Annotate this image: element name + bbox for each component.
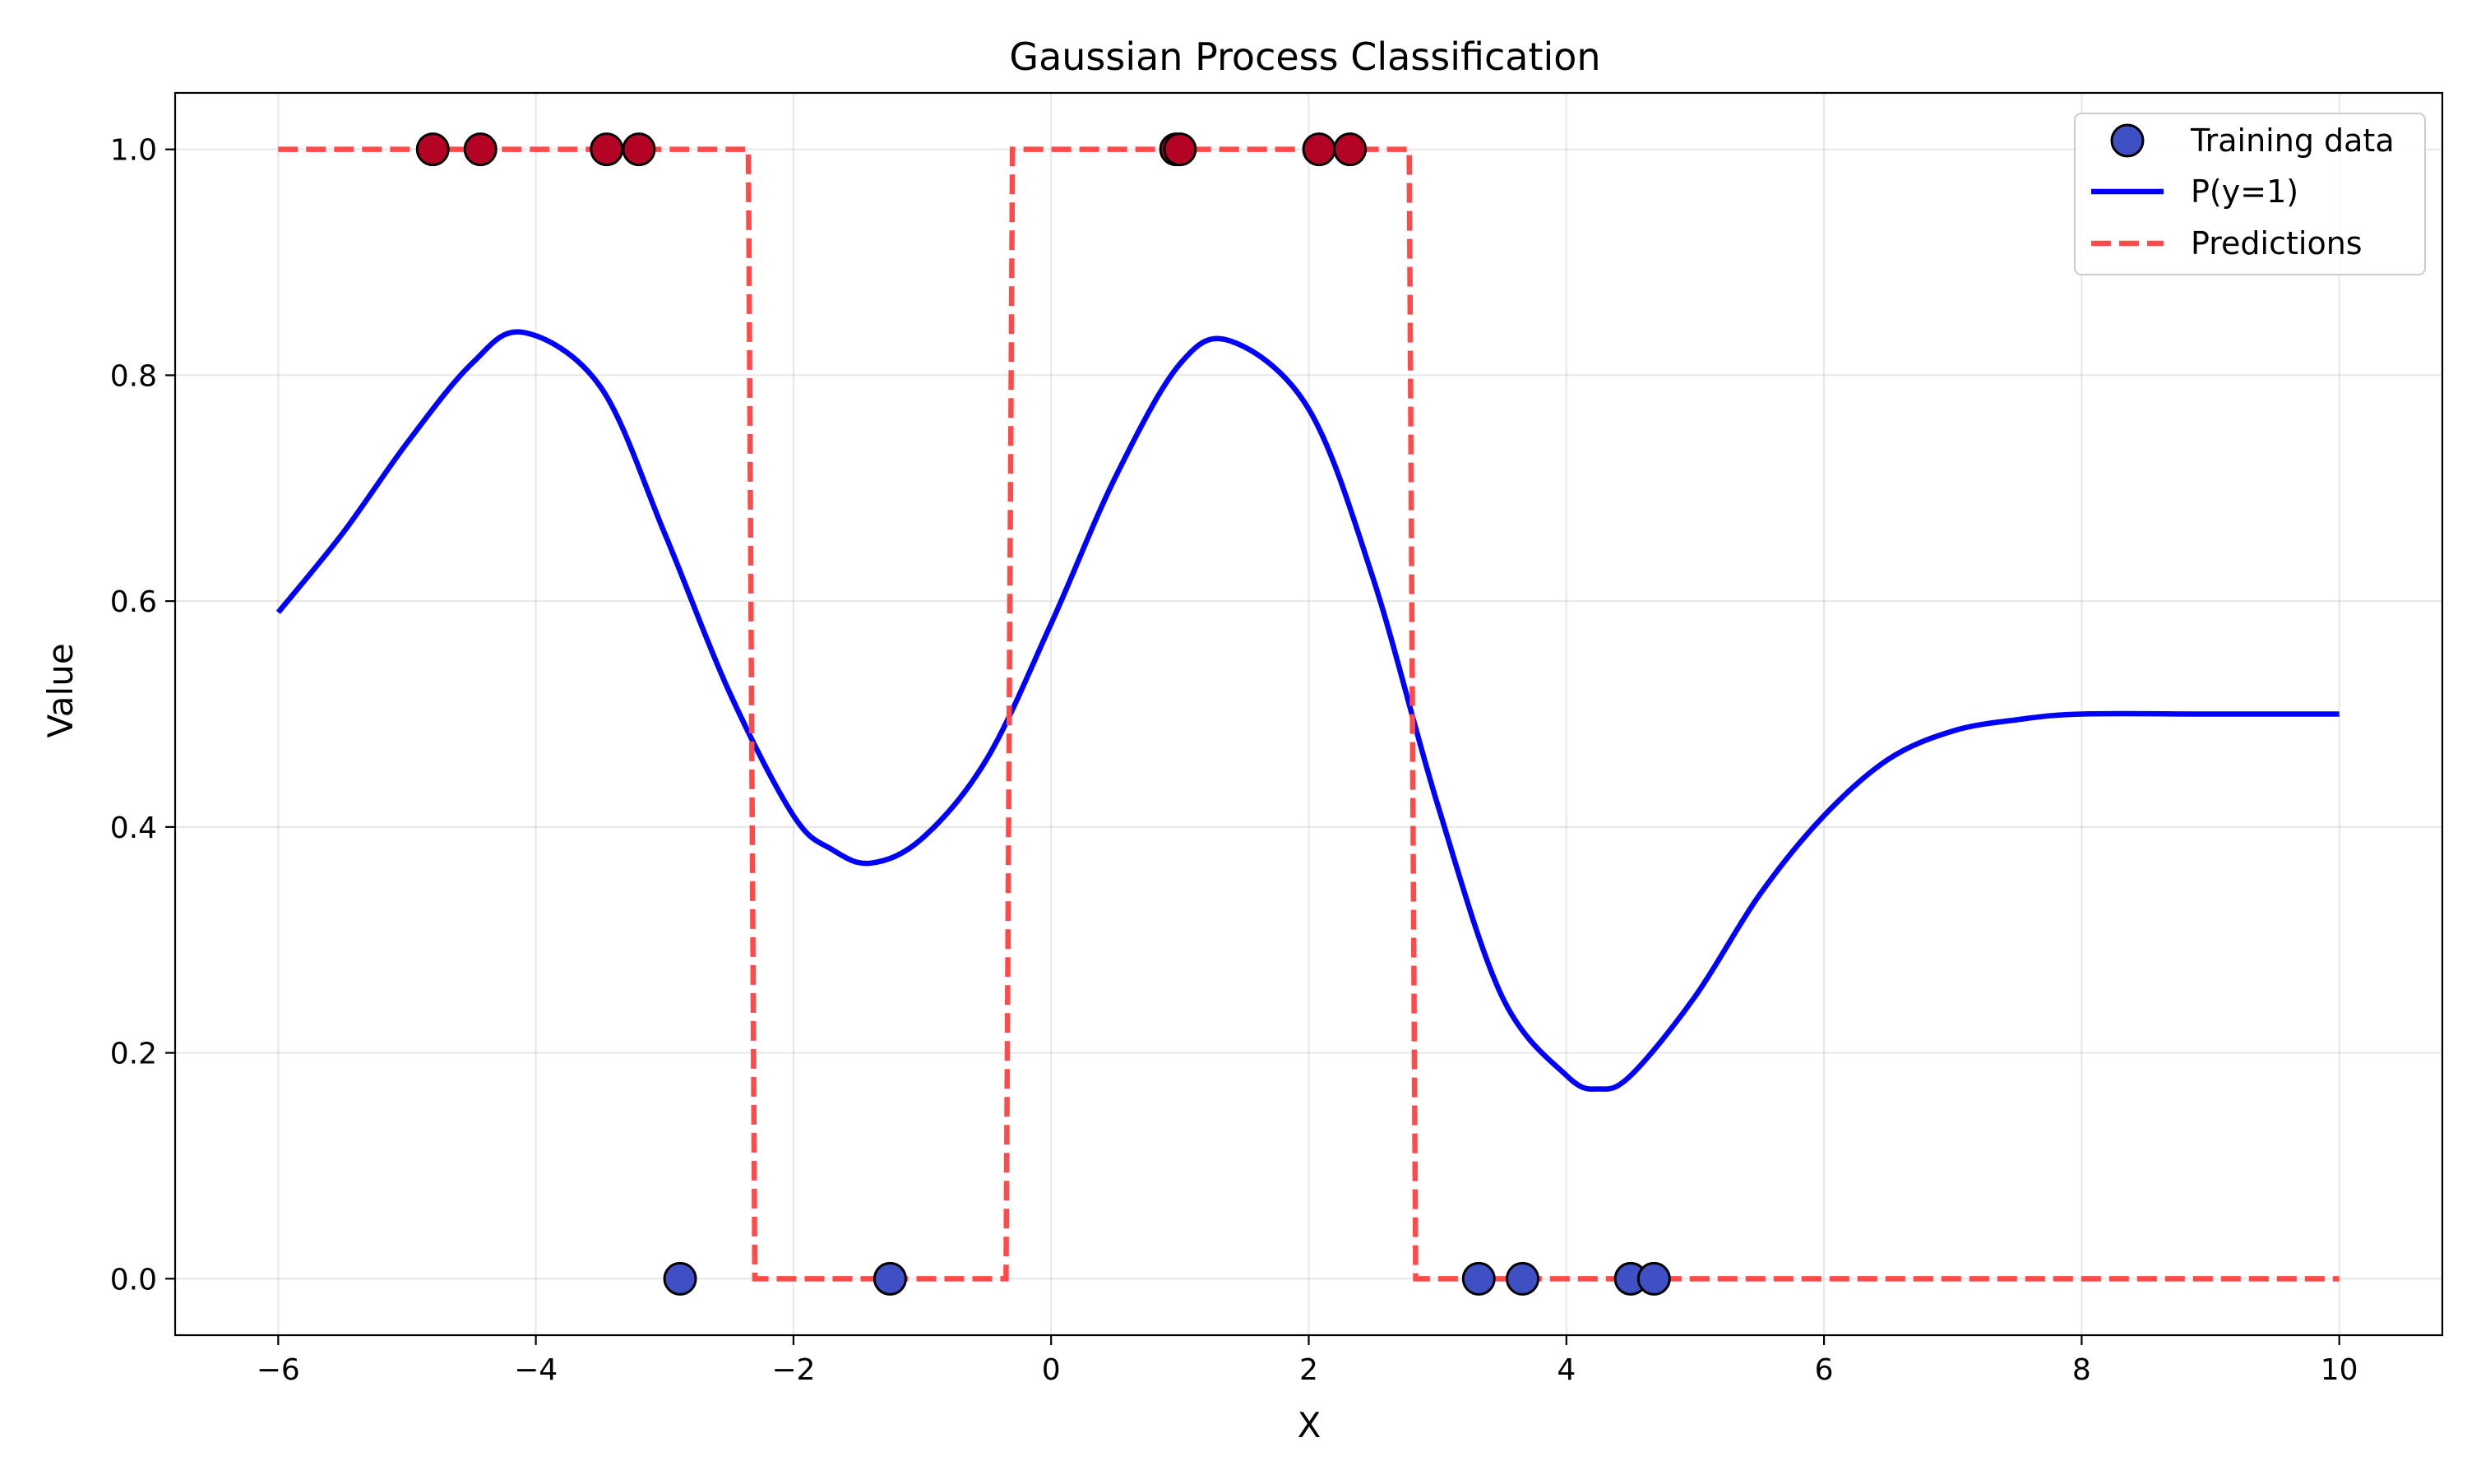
- training-point-class-1: [1302, 132, 1336, 167]
- x-tick-label: 10: [2321, 1353, 2358, 1387]
- legend-label: Training data: [2190, 123, 2395, 159]
- x-axis-label: X: [1298, 1405, 1321, 1445]
- x-tick-label: 6: [1815, 1353, 1834, 1387]
- x-tick-label: 4: [1557, 1353, 1576, 1387]
- legend-label: P(y=1): [2191, 173, 2298, 210]
- x-tick-label: −6: [257, 1353, 300, 1387]
- training-point-class-0: [663, 1261, 697, 1296]
- training-point-class-1: [415, 132, 450, 167]
- y-axis-ticks: 0.0 0.2 0.4 0.6 0.8 1.0: [110, 134, 175, 1297]
- legend-box: [2074, 113, 2426, 275]
- y-tick-label: 0.8: [110, 359, 157, 393]
- training-point-class-0: [872, 1261, 907, 1296]
- chart-title: Gaussian Process Classification: [1009, 35, 1600, 79]
- legend-label: Predictions: [2191, 225, 2363, 261]
- training-point-class-1: [463, 132, 498, 167]
- training-point-class-1: [590, 132, 624, 167]
- x-tick-label: −4: [514, 1353, 558, 1387]
- probability-curve: [275, 329, 2340, 1092]
- x-tick-label: 0: [1042, 1353, 1061, 1387]
- y-tick-label: 0.0: [110, 1263, 157, 1297]
- legend: Training data P(y=1) Predictions: [2074, 113, 2426, 275]
- predictions-line: [278, 146, 2340, 1282]
- plot-area: [275, 132, 2340, 1296]
- training-point-class-0: [1506, 1261, 1540, 1296]
- y-tick-label: 0.2: [110, 1038, 157, 1071]
- y-tick-label: 0.4: [110, 811, 157, 845]
- training-point-class-0: [1636, 1261, 1671, 1296]
- legend-items: Training data P(y=1) Predictions: [2091, 123, 2395, 261]
- legend-marker-circle: [2110, 123, 2145, 158]
- y-tick-label: 1.0: [110, 134, 157, 168]
- training-point-class-1: [1163, 132, 1197, 167]
- x-axis-ticks: −6 −4 −2 0 2 4 6 8 10: [257, 1335, 2358, 1387]
- training-point-class-1: [1333, 132, 1368, 167]
- training-point-class-1: [622, 132, 656, 167]
- training-point-class-0: [1461, 1261, 1496, 1296]
- y-tick-label: 0.6: [110, 585, 157, 619]
- x-tick-label: 8: [2072, 1353, 2091, 1387]
- x-tick-label: 2: [1299, 1353, 1318, 1387]
- x-tick-label: −2: [771, 1353, 815, 1387]
- y-axis-label: Value: [40, 643, 81, 737]
